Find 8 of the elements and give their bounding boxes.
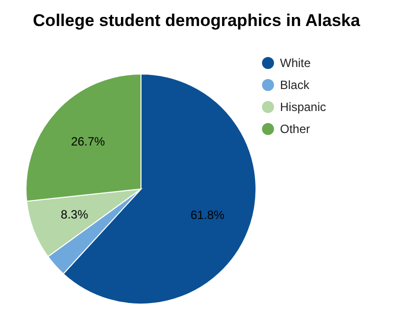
legend-label: Other (280, 121, 310, 138)
chart-title: College student demographics in Alaska (32, 11, 362, 31)
data-label: 61.8% (190, 208, 225, 222)
data-label: 8.3% (60, 208, 88, 222)
legend-label: Black (280, 77, 310, 94)
legend-label: Hispanic (280, 99, 326, 116)
data-label: 26.7% (70, 134, 106, 148)
legend-label: White (280, 55, 311, 72)
